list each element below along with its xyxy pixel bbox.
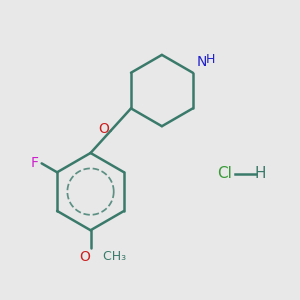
Text: Cl: Cl	[217, 166, 232, 181]
Text: F: F	[31, 156, 39, 170]
Text: H: H	[255, 166, 266, 181]
Text: H: H	[205, 53, 214, 66]
Text: N: N	[196, 55, 207, 69]
Text: O: O	[98, 122, 109, 136]
Text: CH₃: CH₃	[91, 250, 126, 262]
Text: O: O	[80, 250, 91, 264]
